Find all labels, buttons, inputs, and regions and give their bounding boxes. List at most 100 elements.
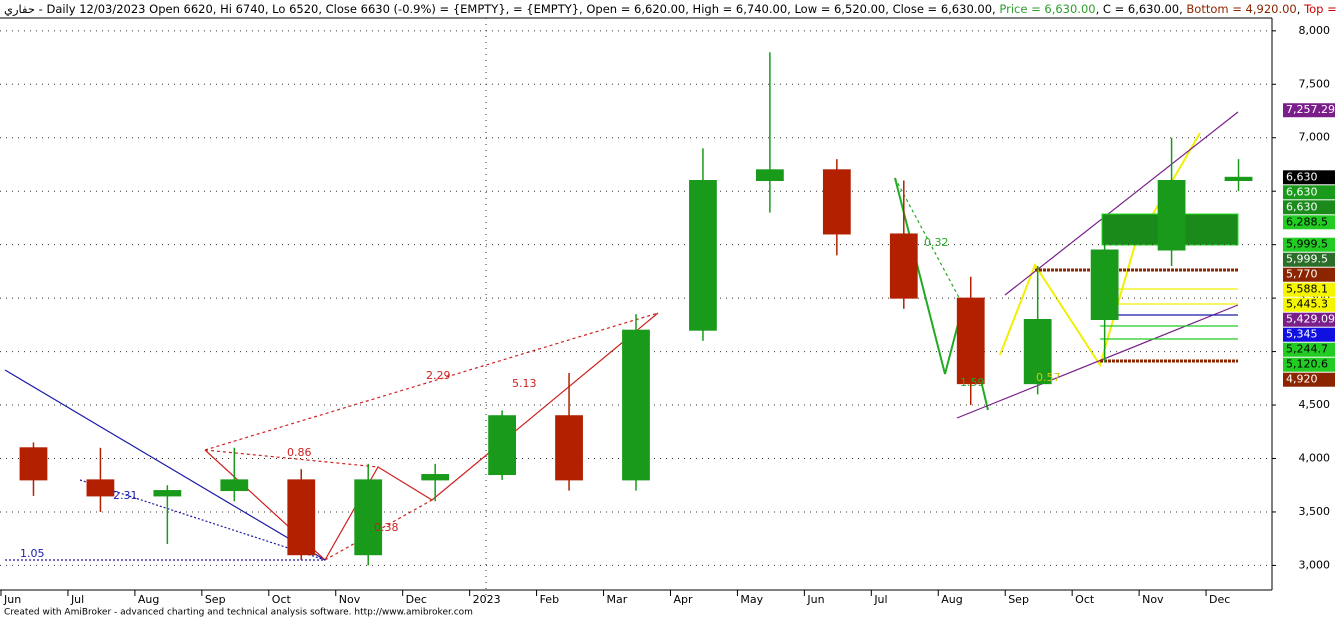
x-tick-label: Aug bbox=[138, 593, 159, 606]
price-label-box bbox=[1283, 215, 1335, 230]
footer: Created with AmiBroker - advanced charti… bbox=[4, 608, 473, 618]
y-tick-label: 8,000 bbox=[1299, 24, 1331, 37]
annotation: 0.32 bbox=[924, 236, 949, 249]
trend-line bbox=[204, 312, 659, 451]
trend-line bbox=[894, 177, 964, 306]
price-label-box bbox=[1283, 297, 1335, 312]
candle-body bbox=[354, 479, 383, 556]
candle-body bbox=[153, 490, 182, 497]
price-label: 6,288.5 bbox=[1286, 215, 1328, 228]
x-tick-label: Aug bbox=[941, 593, 962, 606]
price-label: 5,429.09 bbox=[1286, 313, 1335, 326]
annotation: 1.05 bbox=[20, 547, 45, 560]
x-tick-label: Mar bbox=[607, 593, 628, 606]
candle-body bbox=[956, 297, 985, 385]
header-part: Price = 6,630.00 bbox=[999, 2, 1095, 16]
price-label: 6,630 bbox=[1286, 185, 1318, 198]
trend-line bbox=[1004, 111, 1239, 296]
header-part: Top = 5,770 bbox=[1303, 2, 1336, 16]
x-tick-label: Jul bbox=[70, 593, 84, 606]
candle-body bbox=[889, 233, 918, 299]
x-tick-label: Nov bbox=[339, 593, 361, 606]
price-label-box bbox=[1283, 327, 1335, 342]
y-tick-label: 7,500 bbox=[1299, 77, 1331, 90]
candle-body bbox=[488, 415, 516, 476]
price-label-box bbox=[1283, 170, 1335, 185]
trend-line bbox=[4, 369, 326, 561]
price-label-box bbox=[1283, 342, 1335, 357]
x-tick-label: Nov bbox=[1142, 593, 1164, 606]
x-tick-label: Dec bbox=[406, 593, 427, 606]
price-label-box bbox=[1283, 252, 1335, 267]
x-tick-label: 2023 bbox=[473, 593, 501, 606]
candle-body bbox=[689, 180, 717, 331]
trend-line bbox=[204, 449, 379, 468]
candle-body bbox=[421, 474, 450, 481]
header-part: , C = 6,630.00, bbox=[1096, 2, 1187, 16]
y-tick-label: 3,500 bbox=[1299, 505, 1331, 518]
candle-body bbox=[287, 479, 316, 556]
x-tick-label: Oct bbox=[272, 593, 292, 606]
x-tick-label: Jul bbox=[873, 593, 887, 606]
annotation: 1.59 bbox=[960, 376, 985, 389]
chart-header: حفاري - Daily 12/03/2023 Open 6620, Hi 6… bbox=[4, 2, 1336, 17]
price-label-box bbox=[1283, 267, 1335, 282]
header-part: Bottom = 4,920.00 bbox=[1186, 2, 1296, 16]
candle-body bbox=[1224, 176, 1253, 182]
price-label: 6,630 bbox=[1286, 200, 1318, 213]
candle-body bbox=[1157, 180, 1186, 251]
x-tick-label: Sep bbox=[1008, 593, 1029, 606]
trend-line bbox=[999, 132, 1201, 368]
annotation: 0.57 bbox=[1036, 371, 1061, 384]
candle-body bbox=[86, 479, 115, 497]
price-label: 7,257.29 bbox=[1286, 103, 1335, 116]
candle-body bbox=[220, 479, 249, 492]
price-label-box bbox=[1283, 237, 1335, 252]
price-label: 5,345 bbox=[1286, 328, 1318, 341]
trend-line bbox=[956, 304, 1239, 419]
price-label: 5,445.3 bbox=[1286, 298, 1328, 311]
annotation: 0.38 bbox=[374, 521, 399, 534]
annotation: 0.86 bbox=[287, 446, 312, 459]
price-label-box bbox=[1283, 185, 1335, 200]
x-tick-label: Dec bbox=[1209, 593, 1230, 606]
y-tick-label: 3,000 bbox=[1299, 558, 1331, 571]
price-label: 5,999.5 bbox=[1286, 253, 1328, 266]
trend-line bbox=[79, 479, 326, 561]
price-label: 5,244.7 bbox=[1286, 343, 1328, 356]
header-part: , bbox=[1297, 2, 1304, 16]
trend-lines bbox=[4, 111, 1239, 561]
x-tick-label: Sep bbox=[205, 593, 226, 606]
x-tick-label: Jun bbox=[3, 593, 21, 606]
y-tick-label: 4,000 bbox=[1299, 451, 1331, 464]
annotation: 5.13 bbox=[512, 377, 537, 390]
candle-body bbox=[1090, 249, 1119, 321]
candle-body bbox=[19, 447, 48, 481]
candle-body bbox=[756, 169, 784, 182]
price-label-box bbox=[1283, 357, 1335, 372]
price-label: 5,770 bbox=[1286, 268, 1318, 281]
candle-body bbox=[622, 329, 650, 481]
price-label: 5,120.6 bbox=[1286, 358, 1328, 371]
price-label-box bbox=[1283, 282, 1335, 297]
annotation: 2.29 bbox=[426, 369, 451, 382]
price-label: 5,588.1 bbox=[1286, 283, 1328, 296]
candle-body bbox=[1023, 319, 1052, 385]
price-label: 6,630 bbox=[1286, 170, 1318, 183]
x-tick-label: May bbox=[740, 593, 763, 606]
y-tick-label: 4,500 bbox=[1299, 398, 1331, 411]
price-label-box bbox=[1283, 372, 1335, 387]
price-label-box bbox=[1283, 312, 1335, 327]
price-label-box bbox=[1283, 200, 1335, 215]
price-label-box bbox=[1283, 103, 1335, 118]
y-tick-label: 7,000 bbox=[1299, 131, 1331, 144]
x-tick-label: Feb bbox=[540, 593, 559, 606]
x-tick-label: Oct bbox=[1075, 593, 1095, 606]
header-part: حفاري - Daily 12/03/2023 Open 6620, Hi 6… bbox=[4, 2, 999, 17]
candle-body bbox=[822, 169, 851, 235]
annotation: 2.31 bbox=[113, 489, 138, 502]
price-label: 5,999.5 bbox=[1286, 238, 1328, 251]
candle-body bbox=[555, 415, 583, 481]
